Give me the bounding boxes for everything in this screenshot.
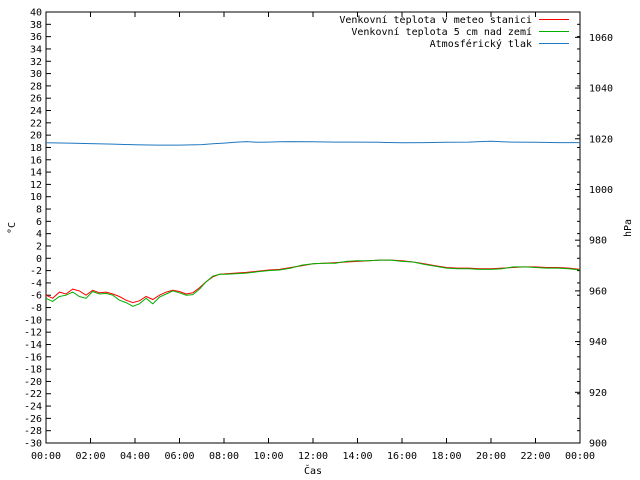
x-tick-label: 18:00 <box>431 451 461 462</box>
y-left-tick-label: 10 <box>30 192 42 203</box>
x-tick-label: 02:00 <box>75 451 105 462</box>
y-left-tick-label: 8 <box>36 205 42 216</box>
series-line-0 <box>45 259 581 304</box>
y-left-tick-label: -14 <box>24 340 42 351</box>
y-left-tick-label: -16 <box>24 352 42 363</box>
y-left-tick-label: -4 <box>30 278 42 289</box>
y-left-tick-label: 30 <box>30 69 42 80</box>
x-axis-label: Čas <box>304 464 322 477</box>
y-left-tick-label: 40 <box>30 8 42 19</box>
y-left-tick-label: -6 <box>30 291 42 302</box>
y-left-tick-label: -26 <box>24 414 42 425</box>
x-tick-label: 16:00 <box>387 451 417 462</box>
y-left-tick-label: 24 <box>30 106 42 117</box>
y-right-tick-label: 940 <box>589 337 607 348</box>
y-left-tick-label: -20 <box>24 377 42 388</box>
legend: Venkovní teplota v meteo staniciVenkovní… <box>339 14 569 50</box>
series-line-2 <box>45 140 580 146</box>
x-tick-label: 22:00 <box>520 451 550 462</box>
y-axis-left-label: °C <box>7 222 18 234</box>
y-left-tick-label: 14 <box>30 168 42 179</box>
y-left-tick-label: 32 <box>30 57 42 68</box>
y-left-tick-label: 4 <box>36 229 42 240</box>
y-left-tick-label: 12 <box>30 180 42 191</box>
x-tick-label: 04:00 <box>120 451 150 462</box>
y-left-tick-label: -18 <box>24 365 42 376</box>
y-left-tick-label: 18 <box>30 143 42 154</box>
legend-label: Atmosférický tlak <box>430 38 532 50</box>
x-tick-label: 08:00 <box>209 451 239 462</box>
x-tick-label: 20:00 <box>476 451 506 462</box>
y-right-tick-label: 920 <box>589 388 607 399</box>
x-axis: 00:00 02:00 04:00 06:00 08:00 10:00 12:00 14:00… <box>31 12 595 462</box>
y-left-tick-label: -10 <box>24 315 42 326</box>
y-left-tick-label: 36 <box>30 32 42 43</box>
y-left-tick-label: 0 <box>36 254 42 265</box>
y-right-tick-label: 1000 <box>589 185 613 196</box>
y-left-tick-label: -30 <box>24 439 42 450</box>
y-left-tick-label: 20 <box>30 131 42 142</box>
y-right-tick-label: 900 <box>589 439 607 450</box>
y-right-tick-label: 1060 <box>589 33 613 44</box>
plot-frame <box>45 11 581 444</box>
y-left-tick-label: -2 <box>30 266 42 277</box>
y-left-tick-label: -28 <box>24 426 42 437</box>
y-left-tick-label: 2 <box>36 241 42 252</box>
y-axis-left: 4038363432302826242220181614121086420-2-… <box>24 8 580 450</box>
y-right-tick-label: 980 <box>589 236 607 247</box>
y-left-tick-label: 22 <box>30 118 42 129</box>
x-tick-label: 06:00 <box>164 451 194 462</box>
x-tick-label: 14:00 <box>342 451 372 462</box>
x-tick-label: 10:00 <box>253 451 283 462</box>
legend-label: Venkovní teplota v meteo stanici <box>339 14 532 26</box>
y-axis-right-label: hPa <box>623 219 634 237</box>
y-left-tick-label: 6 <box>36 217 42 228</box>
legend-label: Venkovní teplota 5 cm nad zemí <box>351 26 532 38</box>
y-left-tick-label: 28 <box>30 81 42 92</box>
y-left-tick-label: 16 <box>30 155 42 166</box>
y-right-tick-label: 1020 <box>589 134 613 145</box>
series-lines <box>45 140 581 307</box>
y-right-tick-label: 960 <box>589 286 607 297</box>
series-line-1 <box>45 259 581 307</box>
x-tick-label: 00:00 <box>31 451 61 462</box>
y-left-tick-label: -22 <box>24 389 42 400</box>
y-left-tick-label: 34 <box>30 44 42 55</box>
y-left-tick-label: 38 <box>30 20 42 31</box>
y-right-tick-label: 1040 <box>589 84 613 95</box>
x-tick-label: 12:00 <box>298 451 328 462</box>
y-left-tick-label: -12 <box>24 328 42 339</box>
y-left-tick-label: -24 <box>24 402 42 413</box>
x-tick-label: 00:00 <box>565 451 595 462</box>
y-left-tick-label: 26 <box>30 94 42 105</box>
y-left-tick-label: -8 <box>30 303 42 314</box>
y-axis-right: 1060 1040 1020 1000 980 960 940 920 900 <box>575 33 613 450</box>
